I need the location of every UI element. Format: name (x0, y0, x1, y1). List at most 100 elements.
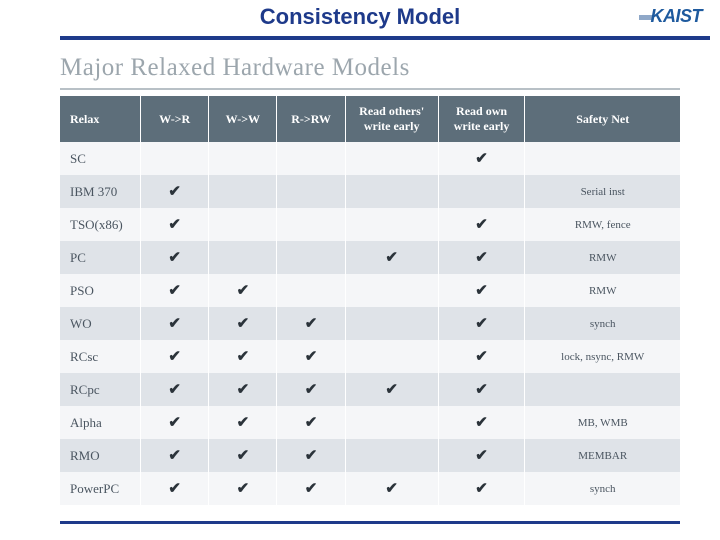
check-icon: ✔ (385, 481, 398, 497)
cell-rown: ✔ (438, 472, 525, 505)
cell-safety: lock, nsync, RMW (525, 340, 680, 373)
cell-wr: ✔ (141, 208, 209, 241)
table-row: Alpha✔✔✔✔MB, WMB (60, 406, 680, 439)
check-icon: ✔ (237, 349, 250, 365)
col-safety: Safety Net (525, 96, 680, 142)
logo-text: KAIST (651, 6, 703, 26)
cell-rrw (277, 175, 345, 208)
table-header-row: Relax W->R W->W R->RW Read others' write… (60, 96, 680, 142)
check-icon: ✔ (475, 217, 488, 233)
check-icon: ✔ (305, 316, 318, 332)
page-title: Consistency Model (0, 4, 720, 36)
table-row: PowerPC ✔ ✔ ✔ ✔ ✔ synch (60, 472, 680, 505)
table-row: TSO(x86)✔✔RMW, fence (60, 208, 680, 241)
cell-rown: ✔ (438, 307, 525, 340)
cell-roth (345, 439, 438, 472)
cell-rown: ✔ (438, 142, 525, 175)
table-body: SC✔IBM 370✔Serial instTSO(x86)✔✔RMW, fen… (60, 142, 680, 505)
cell-rrw: ✔ (277, 406, 345, 439)
cell-ww: ✔ (209, 406, 277, 439)
check-icon: ✔ (475, 316, 488, 332)
check-icon: ✔ (237, 448, 250, 464)
section-rule (60, 88, 680, 90)
check-icon: ✔ (237, 382, 250, 398)
table-row: RCsc✔✔✔✔lock, nsync, RMW (60, 340, 680, 373)
cell-rown: ✔ (438, 439, 525, 472)
check-icon: ✔ (168, 481, 181, 497)
cell-safety: Serial inst (525, 175, 680, 208)
cell-roth (345, 340, 438, 373)
slide-header: Consistency Model KAIST (0, 0, 720, 40)
check-icon: ✔ (305, 481, 318, 497)
cell-model: SC (60, 142, 141, 175)
cell-ww (209, 241, 277, 274)
table-row: SC ✔ (60, 142, 680, 175)
cell-model: PowerPC (60, 472, 141, 505)
cell-rrw: ✔ (277, 472, 345, 505)
check-icon: ✔ (168, 448, 181, 464)
cell-rrw: ✔ (277, 373, 345, 406)
cell-wr: ✔ (141, 274, 209, 307)
cell-safety: RMW (525, 274, 680, 307)
cell-safety: synch (525, 472, 680, 505)
check-icon: ✔ (475, 481, 488, 497)
check-icon: ✔ (475, 448, 488, 464)
cell-ww: ✔ (209, 472, 277, 505)
check-icon: ✔ (475, 382, 488, 398)
cell-wr: ✔ (141, 340, 209, 373)
cell-roth: ✔ (345, 472, 438, 505)
content-area: Major Relaxed Hardware Models Relax W->R… (0, 44, 720, 505)
table-row: IBM 370✔Serial inst (60, 175, 680, 208)
cell-rrw: ✔ (277, 439, 345, 472)
check-icon: ✔ (385, 382, 398, 398)
check-icon: ✔ (168, 415, 181, 431)
cell-rrw: ✔ (277, 340, 345, 373)
check-icon: ✔ (168, 250, 181, 266)
kaist-logo: KAIST (639, 6, 703, 27)
check-icon: ✔ (237, 481, 250, 497)
cell-ww: ✔ (209, 307, 277, 340)
cell-safety: synch (525, 307, 680, 340)
cell-model: PSO (60, 274, 141, 307)
cell-roth (345, 208, 438, 241)
check-icon: ✔ (168, 217, 181, 233)
cell-ww (209, 175, 277, 208)
title-underline (60, 36, 710, 40)
cell-rown: ✔ (438, 406, 525, 439)
table-row: WO✔✔✔✔synch (60, 307, 680, 340)
check-icon: ✔ (237, 415, 250, 431)
cell-rown: ✔ (438, 373, 525, 406)
check-icon: ✔ (475, 151, 488, 167)
models-table: Relax W->R W->W R->RW Read others' write… (60, 96, 680, 505)
cell-roth (345, 274, 438, 307)
col-roth: Read others' write early (345, 96, 438, 142)
cell-rrw (277, 274, 345, 307)
cell-model: RCsc (60, 340, 141, 373)
table-row: PSO✔✔✔RMW (60, 274, 680, 307)
cell-roth: ✔ (345, 241, 438, 274)
check-icon: ✔ (168, 382, 181, 398)
check-icon: ✔ (168, 316, 181, 332)
cell-rown: ✔ (438, 274, 525, 307)
cell-ww: ✔ (209, 373, 277, 406)
table-row: RCpc ✔ ✔ ✔ ✔ ✔ (60, 373, 680, 406)
table-row: RMO✔✔✔✔MEMBAR (60, 439, 680, 472)
cell-model: RCpc (60, 373, 141, 406)
cell-wr: ✔ (141, 175, 209, 208)
check-icon: ✔ (385, 250, 398, 266)
check-icon: ✔ (475, 349, 488, 365)
cell-safety: RMW, fence (525, 208, 680, 241)
cell-rown (438, 175, 525, 208)
cell-roth (345, 406, 438, 439)
cell-roth (345, 142, 438, 175)
cell-wr (141, 142, 209, 175)
cell-ww (209, 208, 277, 241)
check-icon: ✔ (305, 448, 318, 464)
cell-rown: ✔ (438, 208, 525, 241)
table-row: PC✔✔✔RMW (60, 241, 680, 274)
cell-model: RMO (60, 439, 141, 472)
cell-roth (345, 307, 438, 340)
cell-wr: ✔ (141, 373, 209, 406)
cell-ww: ✔ (209, 439, 277, 472)
check-icon: ✔ (305, 382, 318, 398)
